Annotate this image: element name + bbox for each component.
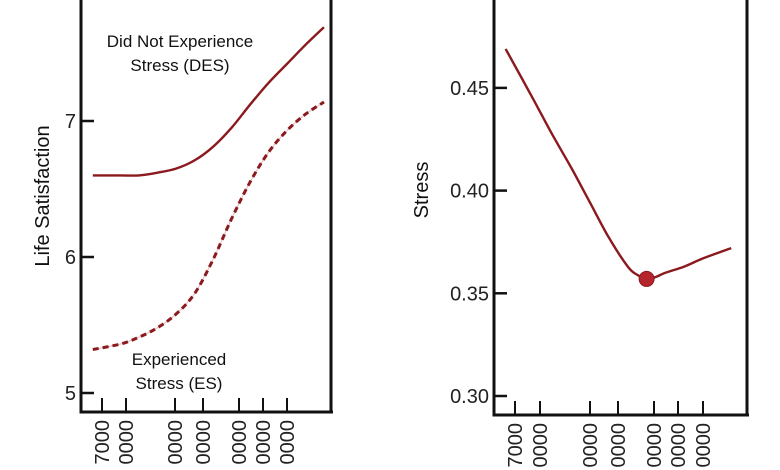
des-annotation-line-1: Did Not Experience xyxy=(107,32,253,51)
right-xtick-label: 7000 xyxy=(505,423,527,468)
left-series-underlay-1 xyxy=(92,101,325,350)
left-xtick-label: 0000 xyxy=(229,420,251,465)
life-satisfaction-panel: 567 7000 0000 0000 0000 0000 0000 0000 Life Sa… xyxy=(32,0,333,465)
left-ytick-label: 6 xyxy=(65,247,76,269)
left-xtick-label: 7000 xyxy=(92,420,114,465)
left-series-line-0 xyxy=(92,26,325,177)
left-ytick-label: 7 xyxy=(65,111,76,133)
left-xtick-label: 0000 xyxy=(277,420,299,465)
right-y-axis-title: Stress xyxy=(411,162,433,219)
es-annotation-line-2: Stress (ES) xyxy=(136,374,223,393)
left-y-axis-title: Life Satisfaction xyxy=(32,125,54,266)
es-annotation-line-1: Experienced xyxy=(132,350,227,369)
left-xtick-label: 0000 xyxy=(116,420,138,465)
stress-panel: 0.300.350.400.45 7000 0000 0000 0000 0000 000… xyxy=(411,0,749,468)
left-xtick-label: 0000 xyxy=(193,420,215,465)
right-ytick-label: 0.45 xyxy=(450,78,489,100)
left-ytick-label: 5 xyxy=(65,383,76,405)
des-annotation-line-2: Stress (DES) xyxy=(130,56,229,75)
right-xtick-label: 0000 xyxy=(530,423,552,468)
right-ytick-label: 0.30 xyxy=(450,386,489,408)
right-xtick-label: 0000 xyxy=(608,423,630,468)
right-ytick-label: 0.35 xyxy=(450,283,489,305)
right-minimum-marker xyxy=(638,270,655,287)
right-xtick-label: 0000 xyxy=(693,423,715,468)
right-xtick-label: 0000 xyxy=(580,423,602,468)
left-xtick-label: 0000 xyxy=(165,420,187,465)
right-series-line-0 xyxy=(504,48,732,281)
right-ytick-label: 0.40 xyxy=(450,181,489,203)
left-series-line-1 xyxy=(92,100,325,351)
right-xtick-label: 0000 xyxy=(668,423,690,468)
right-xtick-label: 0000 xyxy=(644,423,666,468)
left-xtick-label: 0000 xyxy=(253,420,275,465)
